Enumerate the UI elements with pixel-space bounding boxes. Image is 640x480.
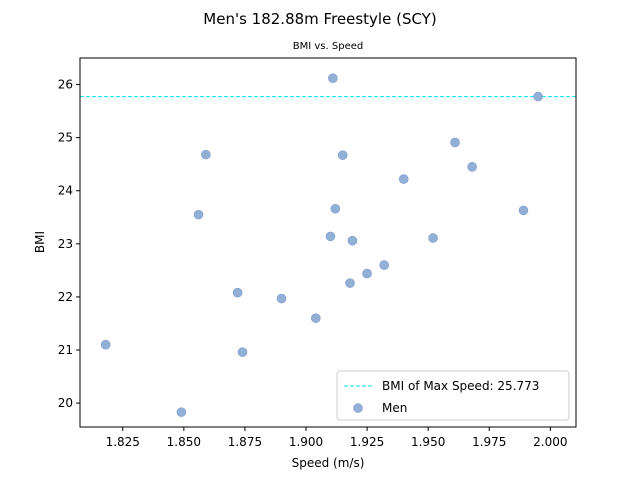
y-tick-label: 26 bbox=[58, 78, 73, 92]
data-point bbox=[325, 231, 336, 242]
x-tick-label: 1.825 bbox=[106, 435, 140, 449]
x-axis-ticks: 1.825 1.850 1.875 1.900 1.925 1.950 1.975 2.000 bbox=[106, 427, 568, 449]
data-point bbox=[330, 203, 341, 214]
data-point bbox=[276, 293, 287, 304]
legend: BMI of Max Speed: 25.773 Men bbox=[336, 370, 570, 421]
y-tick-label: 25 bbox=[58, 131, 73, 145]
data-point bbox=[450, 137, 460, 148]
y-tick-label: 23 bbox=[58, 237, 73, 251]
x-tick-label: 1.850 bbox=[167, 435, 201, 449]
data-point bbox=[345, 278, 355, 288]
data-point bbox=[347, 235, 358, 246]
data-point bbox=[193, 209, 204, 220]
x-tick-label: 1.925 bbox=[350, 435, 384, 449]
data-point bbox=[467, 162, 477, 172]
data-point bbox=[362, 268, 372, 279]
x-tick-label: 1.950 bbox=[411, 435, 445, 449]
data-point bbox=[328, 73, 338, 83]
data-point bbox=[100, 339, 111, 350]
chart-subtitle: BMI vs. Speed bbox=[293, 41, 363, 52]
chart-title: Men's 182.88m Freestyle (SCY) bbox=[203, 10, 436, 28]
x-tick-label: 2.000 bbox=[533, 435, 567, 449]
y-axis-label: BMI bbox=[33, 231, 47, 253]
x-tick-label: 1.975 bbox=[472, 435, 506, 449]
data-point bbox=[201, 149, 211, 160]
x-axis-label: Speed (m/s) bbox=[292, 456, 365, 470]
data-point bbox=[232, 287, 243, 298]
data-point bbox=[337, 150, 348, 160]
x-tick-label: 1.900 bbox=[289, 435, 323, 449]
y-tick-label: 21 bbox=[58, 343, 73, 357]
legend-men-label: Men bbox=[382, 401, 407, 415]
data-point bbox=[379, 260, 389, 270]
legend-box bbox=[336, 370, 570, 421]
data-point bbox=[176, 407, 187, 417]
data-point bbox=[237, 347, 248, 357]
data-point bbox=[428, 233, 438, 243]
data-points-layer bbox=[100, 73, 543, 417]
legend-reference-label: BMI of Max Speed: 25.773 bbox=[382, 379, 539, 393]
legend-men-marker bbox=[353, 403, 363, 413]
y-axis-ticks: 20 21 22 23 24 25 26 bbox=[58, 78, 80, 410]
y-tick-label: 24 bbox=[58, 184, 73, 198]
plot-area-frame bbox=[79, 57, 577, 428]
data-point bbox=[310, 313, 321, 323]
y-tick-label: 22 bbox=[58, 290, 73, 304]
y-tick-label: 20 bbox=[58, 396, 73, 410]
data-point bbox=[533, 91, 543, 102]
data-point bbox=[398, 174, 409, 184]
data-point bbox=[518, 205, 529, 216]
x-tick-label: 1.875 bbox=[228, 435, 262, 449]
